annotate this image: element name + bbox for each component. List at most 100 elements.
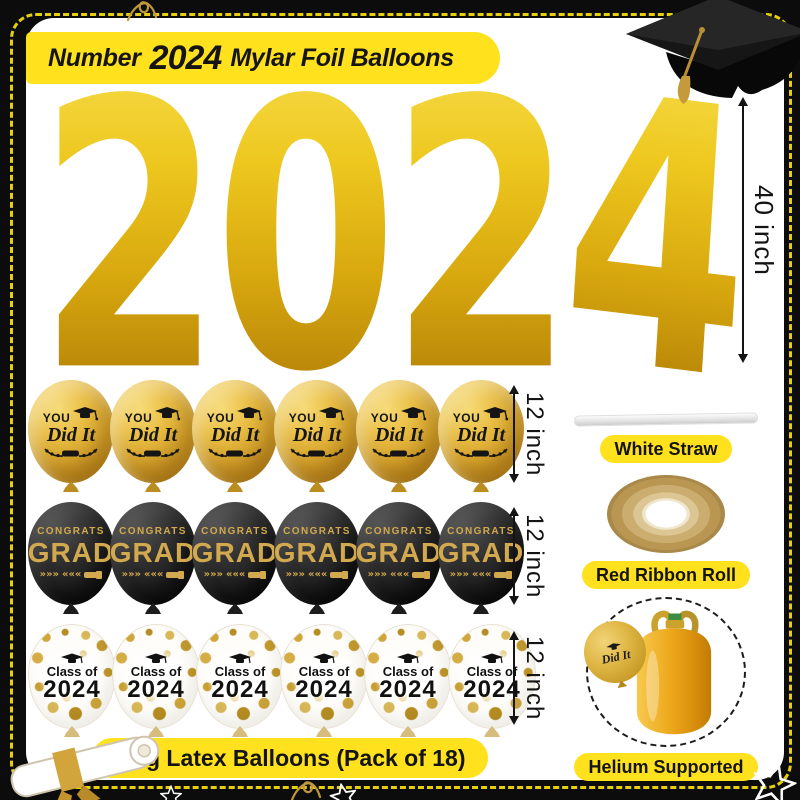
grad-cap-icon xyxy=(145,653,167,663)
print-class-of: Class of xyxy=(298,663,350,679)
print-you: YOU xyxy=(452,410,481,425)
print-did-it: Did It xyxy=(128,423,178,446)
grad-cap-icon xyxy=(606,642,621,650)
vertical-arrow-icon xyxy=(509,385,519,483)
confetti-size-measure: 12 inch xyxy=(509,631,548,725)
star-icon xyxy=(160,785,182,800)
print-grad: GRAD xyxy=(109,537,197,568)
gold-latex-balloon: YOU Did It xyxy=(110,380,196,483)
print-arrows-left: »»» xyxy=(39,569,59,580)
print-year: 2024 xyxy=(379,675,437,703)
print-did-it: Did It xyxy=(456,423,506,446)
grad-cap-icon xyxy=(319,406,345,420)
black-balloon-row: CONGRATS GRAD »»» ««« CONGRATS GRAD xyxy=(28,502,526,624)
grad-cap-icon xyxy=(237,406,263,420)
print-class-of: Class of xyxy=(46,663,98,679)
print-grad: GRAD xyxy=(191,537,279,568)
print-arrows-right: ««« xyxy=(226,569,246,580)
black-balloon-print: CONGRATS GRAD »»» ««« xyxy=(274,502,360,605)
print-year: 2024 xyxy=(43,675,101,703)
grad-cap-icon xyxy=(401,406,427,420)
print-grad: GRAD xyxy=(273,537,361,568)
print-year: 2024 xyxy=(211,675,269,703)
print-grad: GRAD xyxy=(27,537,115,568)
confetti-latex-balloon: Class of 2024 xyxy=(280,624,368,729)
grad-cap-icon xyxy=(483,406,509,420)
laurel-diploma-icon xyxy=(290,447,344,457)
grad-cap-icon xyxy=(397,653,419,663)
confetti-balloon-print: Class of 2024 xyxy=(365,625,451,728)
confetti-latex-balloon: Class of 2024 xyxy=(196,624,284,729)
print-you: YOU xyxy=(370,410,399,425)
confetti-balloon-print: Class of 2024 xyxy=(113,625,199,728)
print-congrats: CONGRATS xyxy=(283,526,351,537)
black-size-measure: 12 inch xyxy=(509,507,548,605)
diploma-icon xyxy=(412,571,431,579)
confetti-latex-balloon: Class of 2024 xyxy=(112,624,200,729)
print-grad: GRAD xyxy=(437,537,525,568)
print-congrats: CONGRATS xyxy=(365,526,433,537)
black-latex-balloon: CONGRATS GRAD »»» ««« xyxy=(438,502,524,605)
print-you: YOU xyxy=(206,410,235,425)
print-arrows-left: »»» xyxy=(121,569,141,580)
confetti-balloon-row: Class of 2024 Class of 2024 xyxy=(28,624,536,746)
black-latex-balloon: CONGRATS GRAD »»» ««« xyxy=(28,502,114,605)
diploma-icon xyxy=(330,571,349,579)
gold-balloon-print: YOU Did It xyxy=(28,380,114,483)
white-straw-label: White Straw xyxy=(600,435,732,463)
banner-prefix: Number xyxy=(48,43,141,72)
accessories-column: White Straw Red Ribbon Roll xyxy=(570,410,762,781)
confetti-balloon-print: Class of 2024 xyxy=(281,625,367,728)
title-banner: Number 2024 Mylar Foil Balloons xyxy=(26,32,500,84)
gold-latex-balloon: YOU Did It xyxy=(356,380,442,483)
print-arrows-left: »»» xyxy=(203,569,223,580)
gold-balloon-print: YOU Did It xyxy=(110,380,196,483)
print-class-of: Class of xyxy=(214,663,266,679)
grad-cap-icon xyxy=(229,653,251,663)
black-balloon-print: CONGRATS GRAD »»» ««« xyxy=(28,502,114,605)
gold-latex-balloon: YOU Did It xyxy=(438,380,524,483)
foil-digit-2: 2 xyxy=(38,84,222,384)
laurel-diploma-icon xyxy=(44,447,98,457)
gold-size-label: 12 inch xyxy=(521,391,548,477)
grad-cap-icon xyxy=(313,653,335,663)
content-panel: Number 2024 Mylar Foil Balloons 2 0 2 4 xyxy=(26,18,784,781)
gold-balloon-print: YOU Did It xyxy=(192,380,278,483)
black-balloon-print: CONGRATS GRAD »»» ««« xyxy=(438,502,524,605)
print-congrats: CONGRATS xyxy=(201,526,269,537)
diploma-scroll-icon xyxy=(10,735,160,800)
gold-balloon-print: YOU Did It xyxy=(274,380,360,483)
foil-number-balloons: 2 0 2 4 xyxy=(38,84,740,384)
print-arrows-right: ««« xyxy=(308,569,328,580)
foil-digit-4: 4 xyxy=(553,84,740,384)
print-grad: GRAD xyxy=(355,537,443,568)
print-year: 2024 xyxy=(127,675,185,703)
foil-digit-2b: 2 xyxy=(390,84,574,384)
print-did-it: Did It xyxy=(210,423,260,446)
print-did-it: Did It xyxy=(292,423,342,446)
print-arrows-right: ««« xyxy=(390,569,410,580)
print-arrows-right: ««« xyxy=(62,569,82,580)
foil-size-label: 40 inch xyxy=(749,184,779,276)
grad-cap-icon xyxy=(481,653,503,663)
white-straw-image xyxy=(573,412,759,427)
print-congrats: CONGRATS xyxy=(119,526,187,537)
gold-latex-balloon: YOU Did It xyxy=(192,380,278,483)
grad-cap-icon xyxy=(155,406,181,420)
banner-year: 2024 xyxy=(149,39,223,77)
gold-balloon-row: YOU Did It xyxy=(28,380,526,502)
grad-cap-icon xyxy=(61,653,83,663)
laurel-diploma-icon xyxy=(126,447,180,457)
print-year: 2024 xyxy=(295,675,353,703)
ribbon-roll-image xyxy=(607,475,725,553)
print-arrows-left: »»» xyxy=(285,569,305,580)
grad-cap-icon xyxy=(73,406,99,420)
print-year: 2024 xyxy=(463,675,521,703)
helium-balloon: Did It xyxy=(578,615,652,689)
swirl-icon xyxy=(290,781,322,800)
ribbon-roll-label: Red Ribbon Roll xyxy=(582,561,750,589)
laurel-diploma-icon xyxy=(454,447,508,457)
print-you: YOU xyxy=(42,410,71,425)
print-arrows-left: »»» xyxy=(449,569,469,580)
